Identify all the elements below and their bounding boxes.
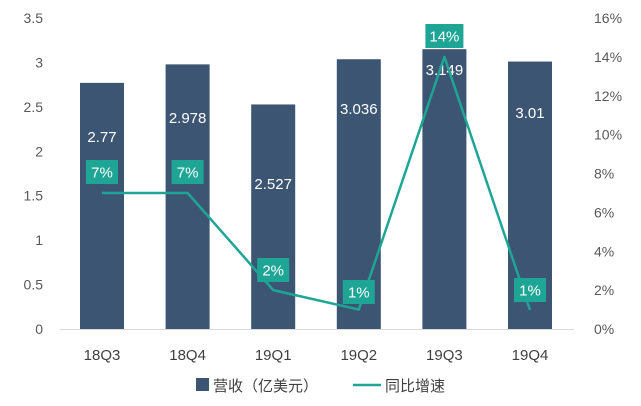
right-tick-label: 12% bbox=[594, 88, 622, 104]
bar-value-label: 2.978 bbox=[169, 110, 207, 127]
legend-swatch-revenue bbox=[196, 378, 209, 391]
growth-label-box bbox=[342, 280, 375, 304]
growth-label-text: 1% bbox=[519, 283, 541, 300]
bar-18Q4 bbox=[165, 64, 210, 330]
category-label: 18Q3 bbox=[84, 347, 121, 364]
growth-label-text: 1% bbox=[348, 285, 370, 302]
category-label: 19Q4 bbox=[512, 347, 549, 364]
growth-label-box bbox=[514, 278, 546, 302]
bar-value-label: 3.01 bbox=[515, 105, 544, 122]
right-tick-label: 2% bbox=[594, 282, 614, 298]
left-axis: 0 0.5 1 1.5 2 2.5 3 3.5 bbox=[24, 10, 44, 337]
growth-label-box bbox=[86, 160, 118, 184]
growth-label-box bbox=[425, 24, 464, 48]
growth-label: 7% bbox=[171, 160, 204, 184]
right-axis: 0% 2% 4% 6% 8% 10% 12% 14% 16% bbox=[594, 10, 622, 337]
bar-19Q1 bbox=[251, 104, 296, 329]
x-axis: 18Q3 18Q4 19Q1 19Q2 19Q3 19Q4 bbox=[84, 347, 549, 364]
category-label: 19Q2 bbox=[340, 347, 377, 364]
left-tick-label: 1 bbox=[35, 232, 43, 248]
growth-label-text: 2% bbox=[262, 263, 284, 280]
left-tick-label: 0.5 bbox=[24, 277, 44, 293]
growth-data-labels: 7% 7% 2% 1% 14% 1% bbox=[86, 24, 546, 304]
bar-19Q3 bbox=[422, 49, 467, 330]
right-tick-label: 8% bbox=[594, 166, 614, 182]
legend: 营收（亿美元） 同比增速 bbox=[196, 377, 445, 395]
right-tick-label: 14% bbox=[594, 49, 622, 65]
growth-label-text: 7% bbox=[91, 165, 113, 182]
growth-line bbox=[102, 55, 532, 311]
left-tick-label: 2 bbox=[35, 143, 43, 159]
growth-label: 1% bbox=[342, 280, 375, 304]
bar-18Q3 bbox=[80, 82, 124, 329]
right-tick-label: 4% bbox=[594, 243, 614, 259]
bar-value-label: 3.149 bbox=[426, 62, 464, 79]
growth-label-box bbox=[257, 258, 290, 282]
bar-data-labels: 2.77 2.978 2.527 3.036 3.149 3.01 bbox=[87, 62, 544, 193]
left-tick-label: 3 bbox=[35, 54, 43, 70]
bar-value-label: 2.77 bbox=[87, 129, 116, 146]
left-tick-label: 3.5 bbox=[24, 10, 44, 26]
category-label: 18Q4 bbox=[169, 347, 206, 364]
legend-label-revenue: 营收（亿美元） bbox=[213, 377, 318, 395]
growth-label: 7% bbox=[86, 160, 118, 184]
right-tick-label: 6% bbox=[594, 204, 614, 220]
growth-label-text: 7% bbox=[177, 165, 199, 182]
right-tick-label: 10% bbox=[594, 127, 622, 143]
bar-value-label: 2.527 bbox=[254, 176, 292, 193]
category-label: 19Q1 bbox=[255, 347, 292, 364]
right-tick-label: 0% bbox=[594, 321, 614, 337]
bar-value-label: 3.036 bbox=[340, 101, 378, 118]
category-label: 19Q3 bbox=[426, 347, 463, 364]
growth-label: 14% bbox=[425, 24, 464, 48]
right-tick-label: 16% bbox=[594, 10, 622, 26]
growth-label: 1% bbox=[514, 278, 546, 302]
legend-label-growth: 同比增速 bbox=[385, 377, 445, 395]
left-tick-label: 2.5 bbox=[24, 99, 44, 115]
growth-label: 2% bbox=[257, 258, 290, 282]
left-tick-label: 1.5 bbox=[24, 188, 44, 204]
growth-label-text: 14% bbox=[429, 29, 459, 46]
growth-label-box bbox=[171, 160, 204, 184]
bar-series bbox=[80, 49, 552, 330]
left-tick-label: 0 bbox=[35, 321, 43, 337]
